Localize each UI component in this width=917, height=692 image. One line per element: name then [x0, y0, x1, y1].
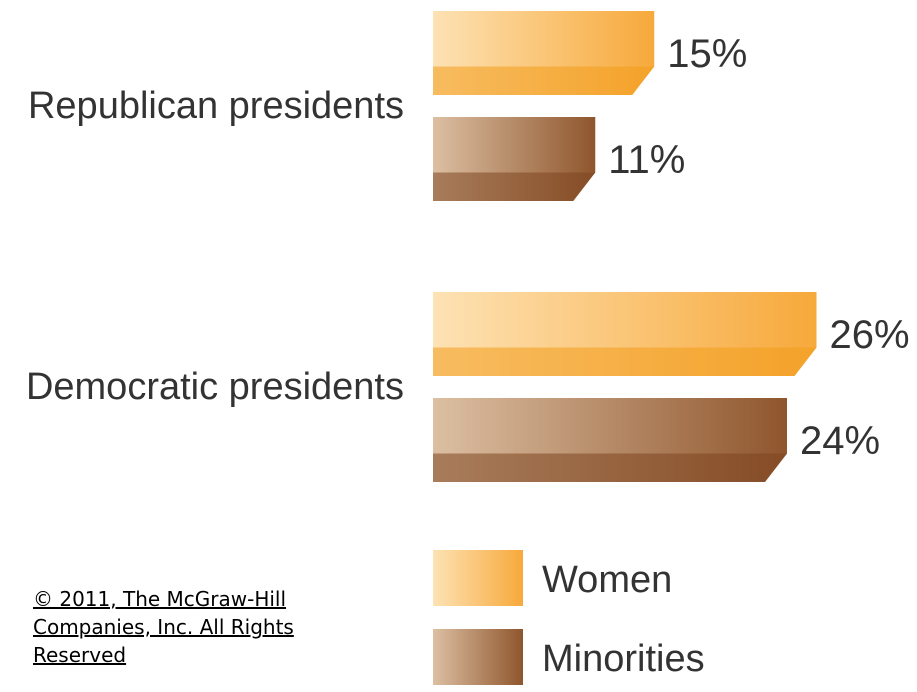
labels-layer: 15% 11% Republican presidents 26% 24% Democra…: [26, 32, 910, 463]
bar-democratic-presidents-women: [433, 292, 817, 376]
bar-republican-presidents-women: [433, 11, 655, 95]
bar-democratic-presidents-minorities: [433, 398, 787, 482]
legend-swatch-women: [433, 550, 523, 606]
bars-layer: [433, 11, 817, 482]
data-label-democratic-presidents-minorities: 24%: [800, 419, 880, 463]
legend-label-minorities: Minorities: [542, 638, 705, 680]
legend-item-minorities: Minorities: [433, 629, 705, 685]
category-label-democratic-presidents: Democratic presidents: [26, 366, 404, 408]
legend-item-women: Women: [433, 550, 672, 606]
legend-swatch-minorities: [433, 629, 523, 685]
copyright-notice: © 2011, The McGraw-Hill Companies, Inc. …: [33, 587, 294, 667]
data-label-republican-presidents-minorities: 11%: [608, 138, 685, 182]
legend: Women Minorities: [433, 550, 705, 685]
category-label-republican-presidents: Republican presidents: [28, 85, 404, 127]
legend-label-women: Women: [542, 559, 672, 601]
data-label-republican-presidents-women: 15%: [667, 32, 747, 76]
data-label-democratic-presidents-women: 26%: [830, 313, 910, 357]
bar-republican-presidents-minorities: [433, 117, 596, 201]
